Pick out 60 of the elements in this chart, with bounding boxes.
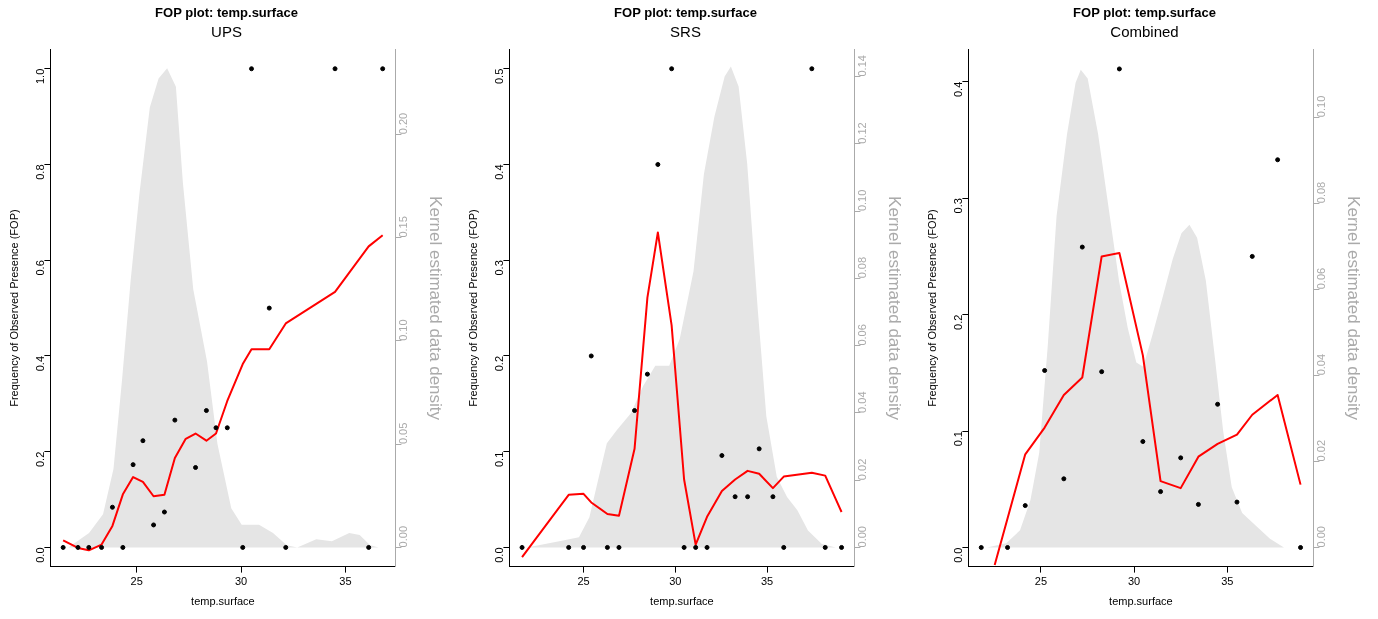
y-tick-label: 0.3 <box>493 260 506 276</box>
y2-tick-label: 0.00 <box>856 526 869 548</box>
x-tick-label: 30 <box>669 575 682 588</box>
y-tick-label: 0.8 <box>34 164 47 180</box>
x-tick-label: 30 <box>234 575 248 588</box>
y2-axis-title: Kernel estimated data density <box>885 196 905 421</box>
y-tick-label: 0.0 <box>34 547 47 563</box>
y-tick-label: 0.6 <box>34 260 47 276</box>
y2-tick-label: 0.00 <box>1315 526 1328 548</box>
y-tick-label: 0.2 <box>34 451 47 468</box>
chart-title: FOP plot: temp.surface <box>614 5 757 21</box>
y2-tick-label: 0.04 <box>1315 353 1328 376</box>
y-tick-label: 0.5 <box>493 68 506 85</box>
y-axis-title: Frequency of Observed Presence (FOP) <box>7 209 20 407</box>
y-tick-label: 0.2 <box>493 355 506 372</box>
x-tick-label: 30 <box>1127 575 1141 588</box>
x-tick-label: 35 <box>760 575 774 588</box>
y-tick-label: 0.4 <box>952 81 965 98</box>
y2-tick-label: 0.00 <box>397 525 410 548</box>
y2-axis-title: Kernel estimated data density <box>1344 196 1364 421</box>
y-tick-label: 1.0 <box>34 68 47 85</box>
x-tick-label: 35 <box>339 575 352 588</box>
y-axis-title: Frequency of Observed Presence (FOP) <box>466 209 479 407</box>
chart-title: FOP plot: temp.surface <box>155 5 298 21</box>
y2-tick-label: 0.14 <box>856 55 869 77</box>
x-axis-title: temp.surface <box>191 595 255 608</box>
y2-tick-label: 0.08 <box>1315 181 1328 204</box>
y-tick-label: 0.0 <box>952 547 965 563</box>
y2-tick-label: 0.10 <box>397 319 410 341</box>
y-axis-title: Frequency of Observed Presence (FOP) <box>925 209 938 407</box>
y2-tick-label: 0.12 <box>856 122 869 144</box>
x-tick-label: 35 <box>1221 575 1234 588</box>
chart-title: FOP plot: temp.surface <box>1073 5 1216 21</box>
y2-tick-label: 0.06 <box>856 324 869 346</box>
y2-axis-title: Kernel estimated data density <box>426 196 446 421</box>
y-tick-label: 0.3 <box>952 198 965 214</box>
y-tick-label: 0.1 <box>952 431 965 447</box>
y-tick-label: 0.4 <box>493 164 506 180</box>
y-tick-label: 0.4 <box>34 355 47 372</box>
y2-tick-label: 0.06 <box>1315 267 1328 290</box>
chart-subtitle: Combined <box>1110 22 1179 40</box>
x-axis-title: temp.surface <box>650 595 714 608</box>
chart-subtitle: UPS <box>211 22 242 40</box>
y2-tick-label: 0.02 <box>1315 439 1328 462</box>
y2-tick-label: 0.02 <box>856 458 869 481</box>
y2-tick-label: 0.15 <box>397 216 410 238</box>
y2-tick-label: 0.10 <box>856 189 869 212</box>
y-tick-label: 0.0 <box>493 547 506 563</box>
y2-tick-label: 0.05 <box>397 422 410 445</box>
y2-tick-label: 0.20 <box>397 112 410 135</box>
x-tick-label: 25 <box>577 575 590 588</box>
y2-tick-label: 0.08 <box>856 256 869 279</box>
x-tick-label: 25 <box>1034 575 1048 588</box>
x-tick-label: 25 <box>130 575 143 588</box>
y2-tick-label: 0.04 <box>856 391 869 413</box>
y-tick-label: 0.1 <box>493 451 506 468</box>
x-axis-title: temp.surface <box>1109 595 1173 608</box>
y-tick-label: 0.2 <box>952 314 965 330</box>
y2-tick-label: 0.10 <box>1315 95 1328 118</box>
chart-subtitle: SRS <box>670 22 701 40</box>
